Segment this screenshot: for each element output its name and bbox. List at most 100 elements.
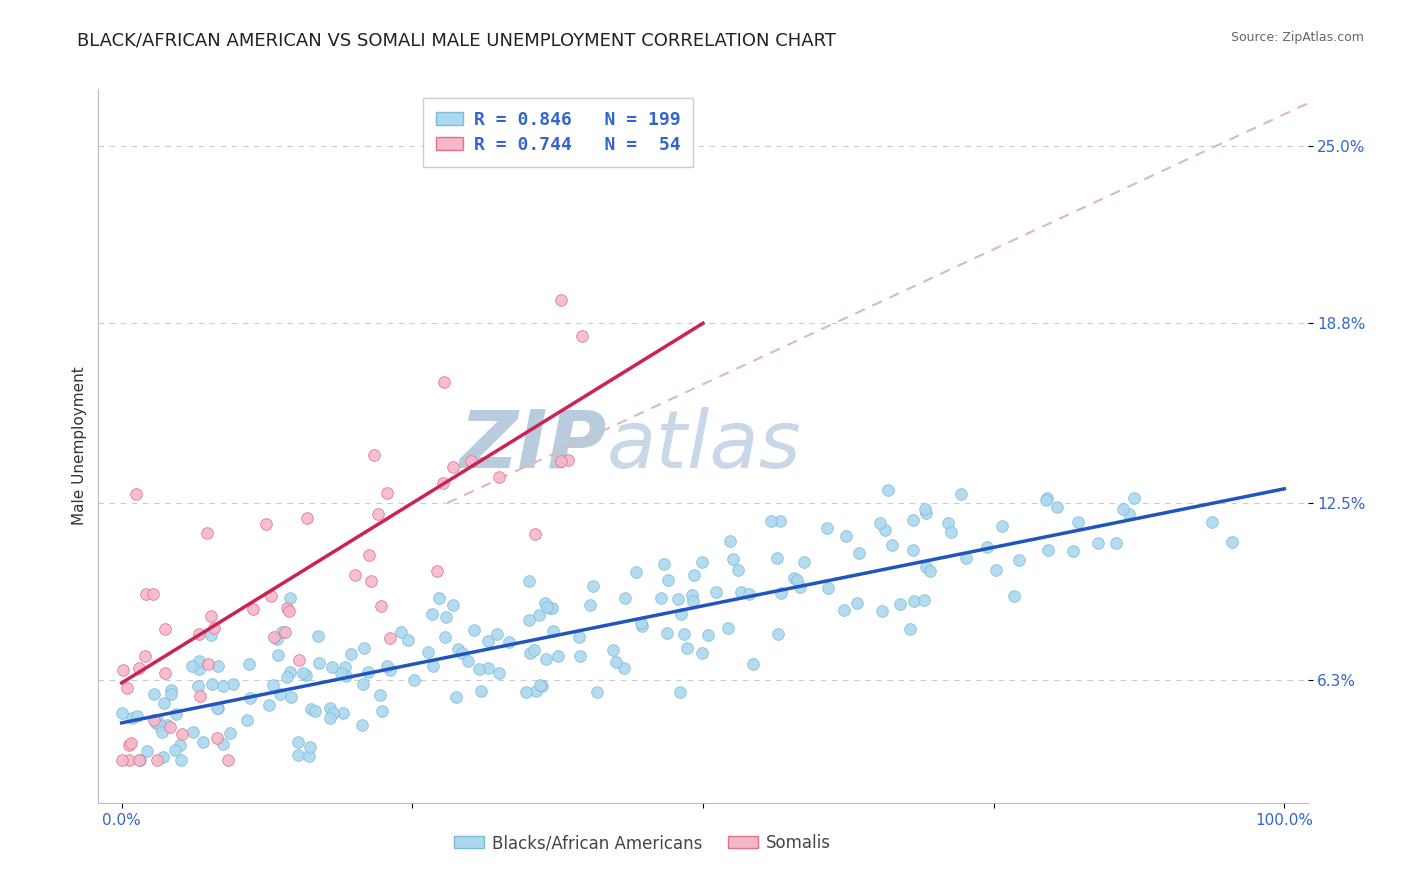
- Point: [357, 548, 380, 562]
- Point: [211, 679, 233, 693]
- Point: [666, 591, 689, 606]
- Point: [420, 607, 443, 621]
- Point: [276, 669, 298, 683]
- Point: [869, 516, 891, 530]
- Point: [187, 679, 209, 693]
- Point: [433, 630, 456, 644]
- Point: [207, 731, 229, 745]
- Point: [322, 706, 344, 720]
- Point: [160, 683, 183, 698]
- Point: [531, 680, 554, 694]
- Point: [579, 599, 602, 613]
- Point: [269, 687, 291, 701]
- Point: [915, 560, 938, 574]
- Point: [834, 602, 856, 616]
- Point: [426, 564, 449, 578]
- Text: Source: ZipAtlas.com: Source: ZipAtlas.com: [1230, 31, 1364, 45]
- Point: [557, 452, 579, 467]
- Point: [292, 666, 315, 681]
- Point: [276, 601, 298, 615]
- Point: [146, 713, 169, 727]
- Point: [912, 592, 935, 607]
- Point: [352, 718, 374, 732]
- Point: [443, 598, 465, 612]
- Point: [721, 552, 744, 566]
- Point: [267, 648, 290, 663]
- Point: [949, 486, 972, 500]
- Point: [149, 718, 172, 732]
- Point: [239, 690, 262, 705]
- Point: [657, 574, 679, 588]
- Point: [547, 649, 569, 664]
- Point: [1112, 502, 1135, 516]
- Point: [527, 607, 550, 622]
- Point: [236, 713, 259, 727]
- Point: [308, 656, 330, 670]
- Point: [477, 660, 499, 674]
- Point: [671, 607, 693, 622]
- Point: [128, 661, 150, 675]
- Point: [1036, 543, 1059, 558]
- Point: [870, 604, 893, 618]
- Point: [889, 597, 911, 611]
- Point: [782, 571, 804, 585]
- Point: [181, 725, 204, 739]
- Point: [568, 631, 591, 645]
- Point: [835, 529, 858, 543]
- Point: [769, 586, 792, 600]
- Legend: Blacks/African Americans, Somalis: Blacks/African Americans, Somalis: [447, 828, 838, 859]
- Point: [1067, 516, 1090, 530]
- Point: [152, 750, 174, 764]
- Point: [257, 698, 280, 713]
- Point: [319, 711, 342, 725]
- Y-axis label: Male Unemployment: Male Unemployment: [72, 367, 87, 525]
- Point: [125, 708, 148, 723]
- Point: [498, 635, 520, 649]
- Point: [389, 625, 412, 640]
- Point: [266, 632, 288, 647]
- Point: [188, 627, 211, 641]
- Point: [197, 657, 219, 672]
- Point: [134, 649, 156, 664]
- Point: [298, 748, 321, 763]
- Point: [846, 596, 869, 610]
- Point: [538, 600, 561, 615]
- Point: [238, 657, 260, 672]
- Point: [153, 665, 176, 680]
- Point: [683, 568, 706, 582]
- Point: [378, 632, 401, 646]
- Point: [278, 591, 301, 605]
- Point: [517, 574, 540, 588]
- Point: [515, 685, 537, 699]
- Point: [766, 627, 789, 641]
- Point: [1220, 535, 1243, 549]
- Point: [697, 628, 720, 642]
- Point: [370, 704, 392, 718]
- Point: [165, 706, 187, 721]
- Point: [529, 678, 551, 692]
- Point: [254, 517, 277, 532]
- Point: [815, 521, 838, 535]
- Point: [163, 742, 186, 756]
- Point: [335, 669, 357, 683]
- Point: [630, 619, 652, 633]
- Point: [517, 613, 540, 627]
- Point: [1105, 536, 1128, 550]
- Point: [111, 706, 134, 720]
- Point: [613, 660, 636, 674]
- Point: [128, 753, 150, 767]
- Point: [304, 704, 326, 718]
- Point: [876, 483, 898, 497]
- Point: [717, 621, 740, 635]
- Point: [124, 487, 146, 501]
- Point: [156, 718, 179, 732]
- Point: [335, 659, 357, 673]
- Point: [433, 375, 456, 389]
- Point: [363, 448, 385, 462]
- Point: [759, 514, 782, 528]
- Point: [263, 630, 285, 644]
- Point: [262, 678, 284, 692]
- Point: [441, 459, 464, 474]
- Point: [523, 526, 546, 541]
- Point: [582, 579, 605, 593]
